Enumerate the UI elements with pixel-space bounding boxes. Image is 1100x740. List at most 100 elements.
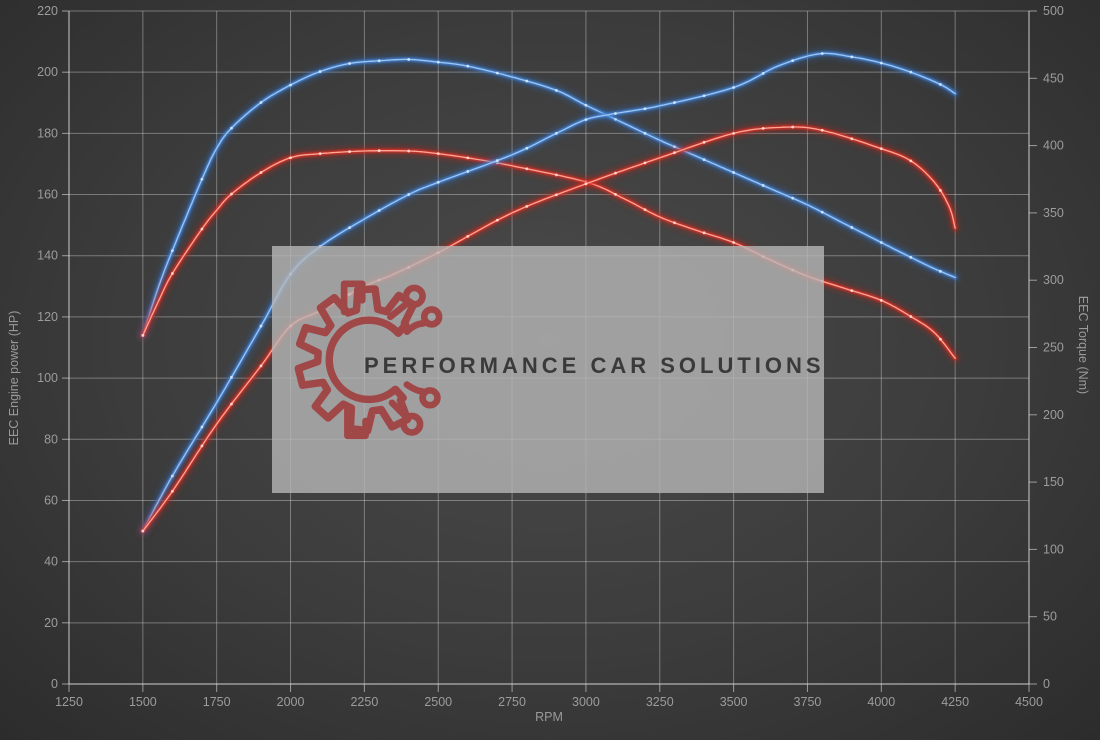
data-point-marker bbox=[141, 333, 145, 337]
x-tick-label-2500: 2500 bbox=[424, 695, 452, 709]
left-tick-label-220: 220 bbox=[37, 4, 58, 18]
data-point-marker bbox=[407, 149, 411, 153]
left-tick-label-120: 120 bbox=[37, 310, 58, 324]
data-point-marker bbox=[673, 145, 676, 149]
left-tick-label-180: 180 bbox=[37, 126, 58, 140]
x-tick-label-1250: 1250 bbox=[55, 695, 83, 709]
x-tick-label-3250: 3250 bbox=[646, 695, 674, 709]
data-point-marker bbox=[584, 182, 588, 186]
data-point-marker bbox=[938, 269, 942, 273]
watermark-box: PERFORMANCE CAR SOLUTIONS bbox=[272, 246, 824, 493]
series-torque-blue-core bbox=[142, 58, 956, 337]
data-point-marker bbox=[377, 59, 381, 63]
circuit-node-3 bbox=[419, 387, 441, 409]
data-point-marker bbox=[525, 167, 529, 171]
x-tick-label-3500: 3500 bbox=[720, 695, 748, 709]
data-point-marker bbox=[909, 70, 913, 74]
circuit-trace-6 bbox=[344, 402, 369, 440]
data-point-marker bbox=[938, 188, 942, 192]
right-tick-label-350: 350 bbox=[1043, 206, 1064, 220]
data-point-marker bbox=[348, 62, 352, 65]
right-tick-label-500: 500 bbox=[1043, 4, 1064, 18]
left-tick-label-160: 160 bbox=[37, 188, 58, 202]
data-point-marker bbox=[170, 489, 174, 493]
data-point-marker bbox=[761, 126, 765, 130]
data-point-marker bbox=[230, 192, 233, 196]
data-point-marker bbox=[732, 131, 736, 135]
x-tick-label-1500: 1500 bbox=[129, 695, 157, 709]
data-point-marker bbox=[436, 180, 440, 184]
data-point-marker bbox=[584, 118, 588, 121]
data-point-marker bbox=[820, 128, 824, 132]
data-point-marker bbox=[466, 156, 470, 160]
right-tick-label-250: 250 bbox=[1043, 341, 1064, 355]
x-axis-title: RPM bbox=[535, 710, 563, 724]
data-point-marker bbox=[200, 444, 204, 448]
data-point-marker bbox=[761, 71, 765, 75]
data-point-marker bbox=[318, 152, 322, 156]
left-tick-label-0: 0 bbox=[51, 677, 58, 691]
axis-ticks-and-labels: 1250 1500 1750 2000 2250 2500 2750 3000 3250 3500… bbox=[37, 4, 1064, 709]
right-tick-label-50: 50 bbox=[1043, 610, 1057, 624]
right-tick-label-150: 150 bbox=[1043, 475, 1064, 489]
data-point-marker bbox=[850, 226, 854, 229]
circuit-trace-1 bbox=[340, 280, 366, 316]
data-point-marker bbox=[141, 529, 145, 533]
data-point-marker bbox=[230, 375, 233, 379]
watermark-text: PERFORMANCE CAR SOLUTIONS bbox=[364, 353, 825, 378]
data-point-marker bbox=[200, 177, 204, 181]
data-point-marker bbox=[643, 161, 647, 165]
data-point-marker bbox=[909, 315, 913, 318]
data-point-marker bbox=[259, 364, 263, 368]
data-point-marker bbox=[466, 64, 470, 68]
data-point-marker bbox=[554, 89, 558, 92]
data-point-marker bbox=[230, 402, 233, 406]
data-point-marker bbox=[614, 112, 617, 115]
data-point-marker bbox=[761, 184, 765, 187]
data-point-marker bbox=[643, 131, 647, 135]
gear-outline bbox=[294, 285, 418, 435]
data-point-marker bbox=[318, 70, 322, 73]
right-tick-label-200: 200 bbox=[1043, 408, 1064, 422]
data-point-marker bbox=[407, 193, 411, 196]
circuit-trace-3 bbox=[403, 320, 427, 336]
data-point-marker bbox=[348, 226, 352, 230]
series-torque-blue bbox=[138, 54, 960, 340]
data-point-marker bbox=[614, 171, 617, 175]
circuit-trace-5 bbox=[388, 399, 409, 420]
data-point-marker bbox=[200, 227, 204, 231]
data-point-marker bbox=[289, 83, 292, 87]
data-point-marker bbox=[732, 86, 736, 89]
x-tick-label-3750: 3750 bbox=[794, 695, 822, 709]
data-point-marker bbox=[820, 210, 824, 214]
data-point-marker bbox=[938, 337, 942, 341]
data-point-marker bbox=[495, 159, 499, 162]
data-point-marker bbox=[614, 192, 617, 196]
x-tick-label-4000: 4000 bbox=[867, 695, 895, 709]
data-point-marker bbox=[554, 193, 558, 197]
data-point-marker bbox=[643, 208, 647, 212]
data-point-marker bbox=[673, 221, 676, 225]
data-point-marker bbox=[525, 204, 529, 208]
data-point-marker bbox=[820, 52, 824, 55]
data-point-marker bbox=[909, 159, 913, 163]
data-point-marker bbox=[791, 125, 795, 129]
data-point-marker bbox=[495, 71, 499, 75]
left-tick-label-40: 40 bbox=[44, 555, 58, 569]
circuit-node-4 bbox=[400, 412, 424, 436]
data-point-marker bbox=[791, 196, 795, 200]
data-point-marker bbox=[170, 272, 174, 275]
data-point-marker bbox=[850, 55, 854, 59]
x-tick-label-2250: 2250 bbox=[350, 695, 378, 709]
data-point-marker bbox=[732, 241, 736, 244]
data-point-marker bbox=[673, 101, 676, 104]
data-point-marker bbox=[879, 298, 883, 302]
data-point-marker bbox=[436, 60, 440, 64]
data-point-marker bbox=[938, 83, 942, 86]
data-point-marker bbox=[732, 171, 736, 174]
left-tick-label-80: 80 bbox=[44, 432, 58, 446]
data-point-marker bbox=[909, 255, 913, 259]
x-tick-label-1750: 1750 bbox=[203, 695, 231, 709]
series-power-red-core bbox=[142, 126, 956, 532]
